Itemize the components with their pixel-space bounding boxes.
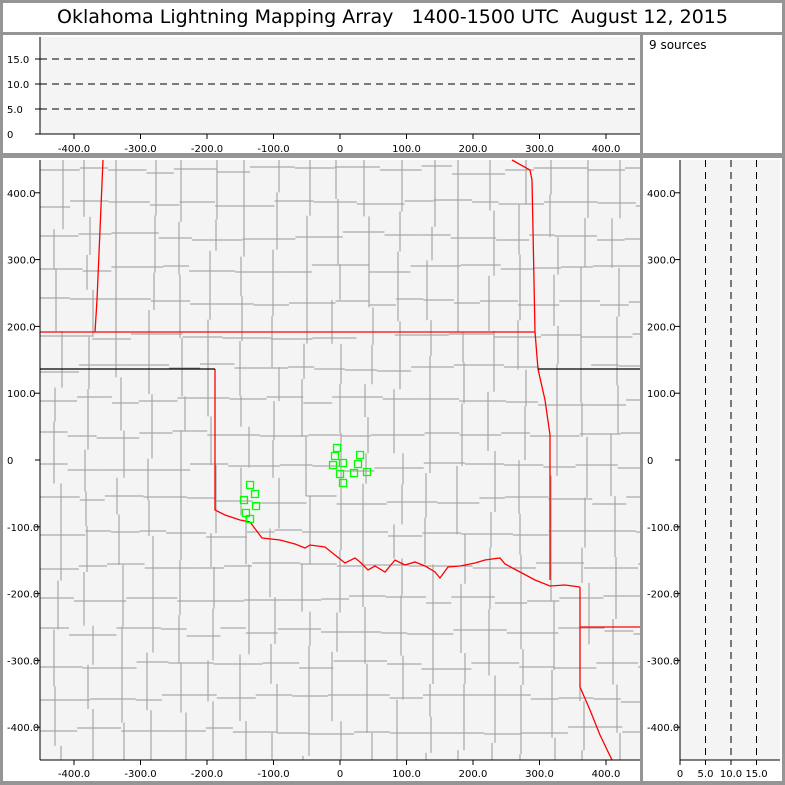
top-y-tick-label: 15.0 bbox=[7, 55, 29, 66]
top-x-tick-label: 100.0 bbox=[392, 144, 421, 155]
state-border-red bbox=[94, 159, 104, 333]
map-y-tick-label: 300.0 bbox=[7, 256, 36, 267]
top-x-tick-label: -100.0 bbox=[257, 144, 289, 155]
map-y-tick-label: -200.0 bbox=[7, 590, 39, 601]
top-x-tick-label: 0 bbox=[337, 144, 343, 155]
map-y-tick-label: 200.0 bbox=[7, 322, 36, 333]
state-border-red bbox=[511, 159, 551, 580]
lightning-source-marker bbox=[245, 480, 255, 490]
map-y-tick-label: -400.0 bbox=[7, 723, 39, 734]
map-x-tick-label: -400.0 bbox=[58, 769, 90, 780]
lightning-source-marker bbox=[332, 443, 342, 453]
lightning-source-marker bbox=[349, 468, 359, 478]
state-border-red bbox=[214, 369, 581, 588]
side-x-tick-label: 5.0 bbox=[698, 769, 714, 780]
map-x-tick-label: -300.0 bbox=[124, 769, 156, 780]
lightning-source-marker bbox=[239, 495, 249, 505]
lightning-source-marker bbox=[328, 460, 338, 470]
top-x-tick-label: 400.0 bbox=[592, 144, 621, 155]
lightning-source-marker bbox=[362, 467, 372, 477]
side-x-tick-label: 10.0 bbox=[720, 769, 742, 780]
side-y-tick-label: 200.0 bbox=[647, 322, 676, 333]
side-x-tick-label: 0 bbox=[677, 769, 683, 780]
side-y-tick-label: -400.0 bbox=[647, 723, 679, 734]
map-x-tick-label: -200.0 bbox=[191, 769, 223, 780]
county-boundaries bbox=[40, 160, 640, 760]
top-x-tick-label: 200.0 bbox=[459, 144, 488, 155]
side-y-tick-label: -300.0 bbox=[647, 656, 679, 667]
top-x-tick-label: -200.0 bbox=[191, 144, 223, 155]
lightning-source-marker bbox=[330, 451, 340, 461]
state-borders bbox=[40, 159, 640, 761]
source-count-label: 9 sources bbox=[643, 35, 782, 153]
top-x-tick-label: -400.0 bbox=[58, 144, 90, 155]
figure-title: Oklahoma Lightning Mapping Array 1400-15… bbox=[3, 3, 782, 32]
top-y-tick-label: 10.0 bbox=[7, 80, 29, 91]
lightning-source-marker bbox=[353, 459, 363, 469]
lightning-source-marker bbox=[335, 469, 345, 479]
side-panel-plot-area bbox=[680, 160, 780, 760]
lightning-source-marker bbox=[245, 514, 255, 524]
lightning-source-marker bbox=[251, 501, 261, 511]
map-x-tick-label: 300.0 bbox=[525, 769, 554, 780]
lightning-source-marker bbox=[338, 478, 348, 488]
top-y-tick-label: 0 bbox=[7, 130, 13, 141]
map-y-tick-label: 0 bbox=[7, 456, 13, 467]
top-x-tick-label: 300.0 bbox=[525, 144, 554, 155]
top-y-tick-label: 5.0 bbox=[7, 105, 23, 116]
map-y-tick-label: 100.0 bbox=[7, 389, 36, 400]
map-x-tick-label: 100.0 bbox=[392, 769, 421, 780]
map-x-tick-label: 400.0 bbox=[592, 769, 621, 780]
top-x-tick-label: -300.0 bbox=[124, 144, 156, 155]
map-x-tick-label: 0 bbox=[337, 769, 343, 780]
top-panel-plot-area bbox=[40, 37, 640, 134]
side-y-tick-label: 300.0 bbox=[647, 256, 676, 267]
lightning-source-marker bbox=[338, 458, 348, 468]
side-y-tick-label: -100.0 bbox=[647, 523, 679, 534]
lightning-source-marker bbox=[355, 450, 365, 460]
state-border-red bbox=[579, 587, 613, 761]
side-y-tick-label: -200.0 bbox=[647, 590, 679, 601]
side-x-tick-label: 15.0 bbox=[745, 769, 767, 780]
map-y-tick-label: 400.0 bbox=[7, 189, 36, 200]
lightning-source-marker bbox=[250, 489, 260, 499]
side-y-tick-label: 0 bbox=[647, 456, 653, 467]
map-y-tick-label: -100.0 bbox=[7, 523, 39, 534]
map-y-tick-label: -300.0 bbox=[7, 656, 39, 667]
side-y-tick-label: 400.0 bbox=[647, 189, 676, 200]
map-x-tick-label: 200.0 bbox=[459, 769, 488, 780]
map-x-tick-label: -100.0 bbox=[257, 769, 289, 780]
side-y-tick-label: 100.0 bbox=[647, 389, 676, 400]
